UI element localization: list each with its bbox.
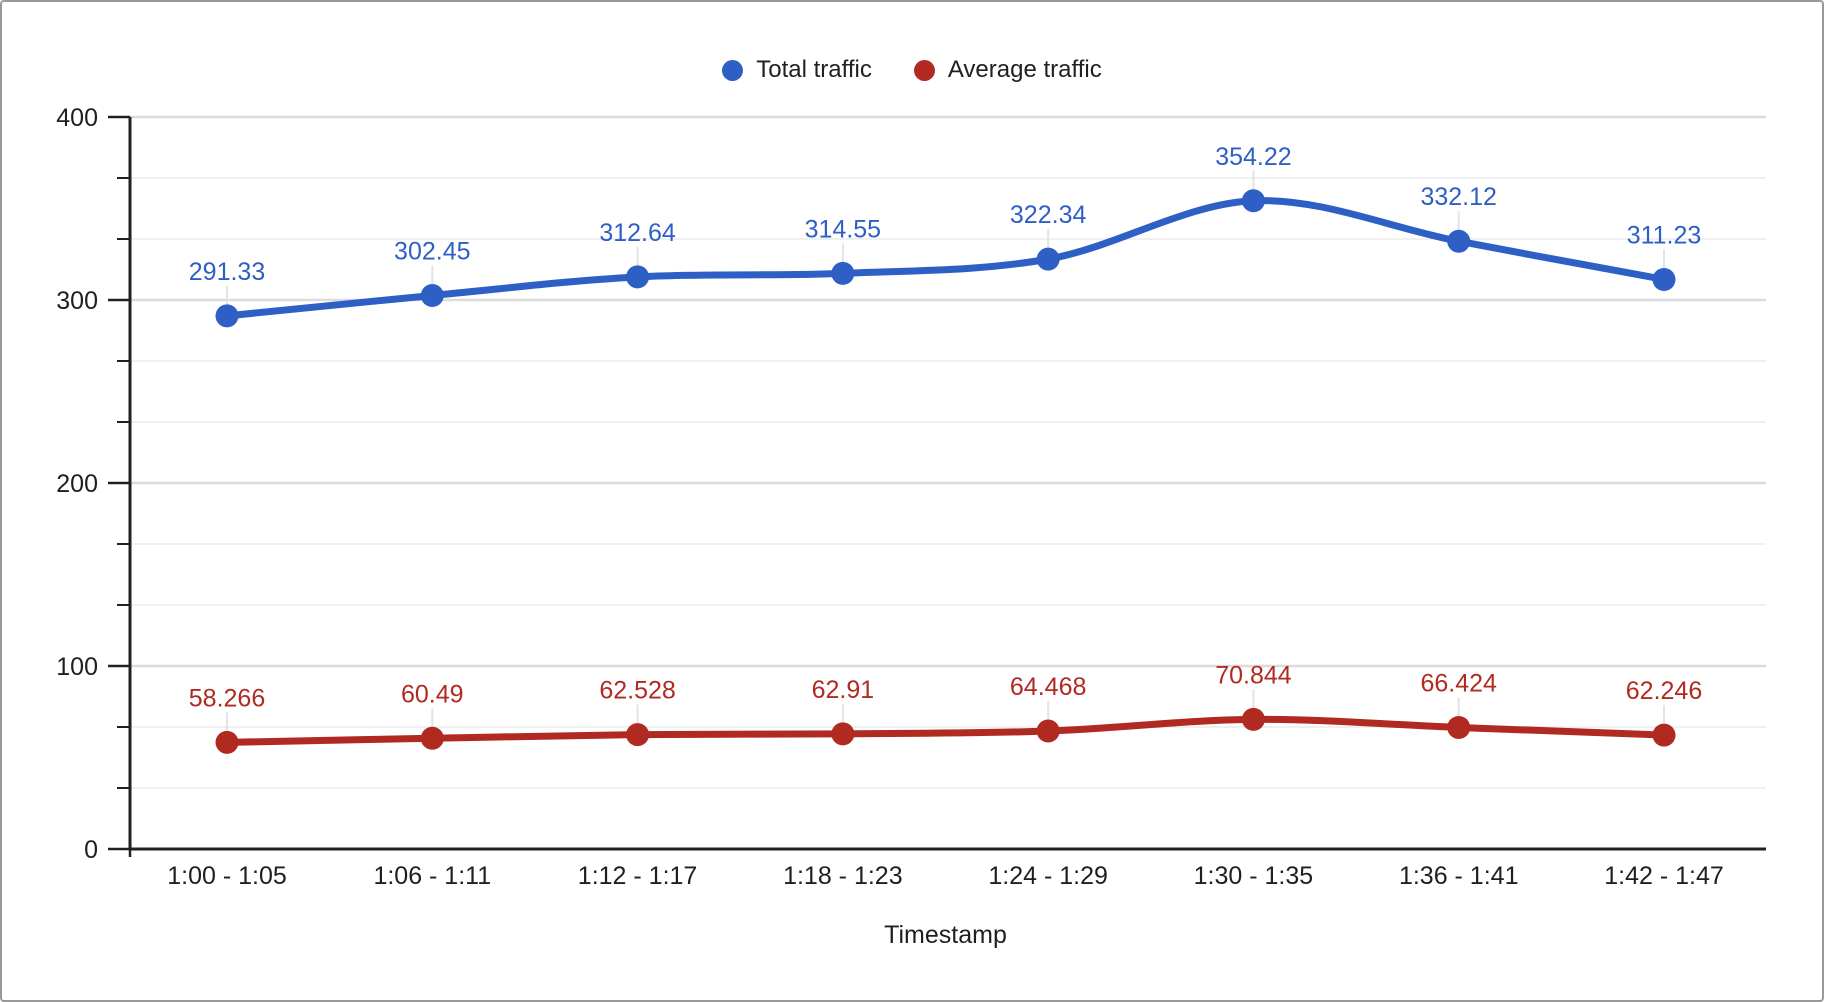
data-point-total-traffic[interactable] — [1241, 189, 1265, 213]
x-tick-label: 1:12 - 1:17 — [578, 862, 698, 890]
x-tick-label: 1:42 - 1:47 — [1604, 862, 1724, 890]
x-tick-label: 1:36 - 1:41 — [1399, 862, 1519, 890]
y-tick-label: 100 — [56, 653, 98, 681]
x-tick-label: 1:18 - 1:23 — [783, 862, 903, 890]
data-point-total-traffic[interactable] — [1036, 247, 1060, 271]
y-tick-label: 400 — [56, 104, 98, 132]
data-point-average-traffic[interactable] — [1241, 707, 1265, 731]
data-point-average-traffic[interactable] — [1036, 719, 1060, 743]
data-point-total-traffic[interactable] — [1652, 267, 1676, 291]
data-point-total-traffic[interactable] — [215, 304, 239, 328]
legend-label-total-traffic: Total traffic — [756, 56, 872, 83]
legend-item-average-traffic[interactable]: Average traffic — [913, 56, 1102, 83]
data-point-average-traffic[interactable] — [1447, 715, 1471, 739]
data-point-total-traffic[interactable] — [626, 265, 650, 289]
data-point-label-total-traffic: 311.23 — [1627, 221, 1702, 249]
data-point-label-average-traffic: 58.266 — [189, 684, 265, 712]
chart-legend: Total traffic Average traffic — [2, 57, 1822, 83]
data-point-average-traffic[interactable] — [626, 723, 650, 747]
series-line-average-traffic — [223, 715, 1668, 746]
series-line-total-traffic — [223, 197, 1668, 320]
data-point-label-average-traffic: 70.844 — [1215, 661, 1292, 689]
x-tick-label: 1:30 - 1:35 — [1194, 862, 1314, 890]
data-point-average-traffic[interactable] — [215, 730, 239, 754]
legend-dot-total-traffic-icon — [722, 59, 744, 81]
y-tick-label: 300 — [56, 287, 98, 315]
data-point-label-total-traffic: 314.55 — [805, 215, 881, 243]
x-tick-label: 1:06 - 1:11 — [373, 862, 491, 890]
data-point-total-traffic[interactable] — [831, 261, 855, 285]
y-tick-label: 0 — [84, 836, 98, 864]
data-point-average-traffic[interactable] — [1652, 723, 1676, 747]
legend-item-total-traffic[interactable]: Total traffic — [722, 57, 872, 83]
data-point-total-traffic[interactable] — [1447, 229, 1471, 253]
data-point-label-average-traffic: 62.528 — [599, 677, 675, 705]
legend-dot-average-traffic-icon — [913, 59, 935, 81]
data-point-label-total-traffic: 312.64 — [599, 219, 676, 247]
data-point-label-average-traffic: 62.246 — [1626, 677, 1702, 705]
data-point-label-average-traffic: 66.424 — [1420, 669, 1497, 697]
data-point-label-average-traffic: 60.49 — [401, 680, 464, 708]
data-point-label-total-traffic: 291.33 — [189, 258, 265, 286]
data-point-total-traffic[interactable] — [420, 284, 444, 308]
data-point-label-total-traffic: 332.12 — [1420, 183, 1496, 211]
legend-label-average-traffic: Average traffic — [947, 56, 1102, 83]
y-tick-label: 200 — [56, 470, 98, 498]
data-point-average-traffic[interactable] — [420, 726, 444, 750]
data-point-average-traffic[interactable] — [831, 722, 855, 746]
data-point-label-average-traffic: 62.91 — [812, 676, 875, 704]
x-tick-label: 1:00 - 1:05 — [167, 862, 287, 890]
data-point-label-total-traffic: 354.22 — [1215, 143, 1291, 171]
x-tick-label: 1:24 - 1:29 — [988, 862, 1108, 890]
data-point-label-total-traffic: 302.45 — [394, 238, 470, 266]
data-point-label-average-traffic: 64.468 — [1010, 673, 1086, 701]
data-point-label-total-traffic: 322.34 — [1010, 201, 1087, 229]
x-axis-title: Timestamp — [884, 921, 1007, 949]
